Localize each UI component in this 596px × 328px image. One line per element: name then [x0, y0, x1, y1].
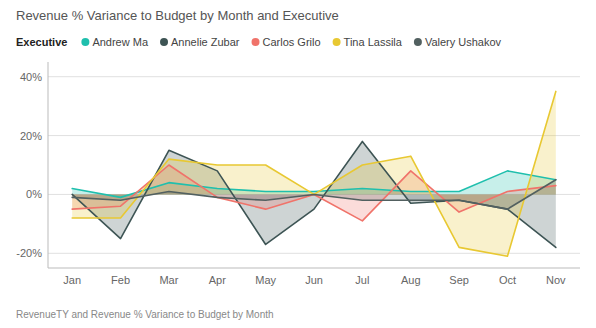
x-tick-label: Aug	[401, 274, 421, 286]
plot-area	[72, 91, 556, 256]
x-tick-label: Apr	[209, 274, 226, 286]
legend-marker	[160, 38, 168, 46]
x-tick-label: Oct	[499, 274, 516, 286]
x-tick-label: Jul	[355, 274, 369, 286]
legend-marker	[414, 38, 422, 46]
x-tick-label: Mar	[159, 274, 178, 286]
y-tick-label: -20%	[16, 247, 42, 259]
x-tick-label: Nov	[546, 274, 566, 286]
legend-marker	[81, 38, 89, 46]
legend-marker	[252, 38, 260, 46]
legend-entry: Valery Ushakov	[425, 36, 502, 48]
y-axis-line	[48, 62, 49, 268]
x-tick-label: Feb	[111, 274, 130, 286]
x-tick-label: May	[255, 274, 276, 286]
chart: Revenue % Variance to Budget by Month an…	[0, 0, 596, 328]
grid-line	[48, 76, 580, 77]
title: Revenue % Variance to Budget by Month an…	[16, 8, 339, 23]
x-tick-label: Sep	[449, 274, 469, 286]
subtitle: RevenueTY and Revenue % Variance to Budg…	[16, 309, 274, 320]
area	[72, 91, 556, 256]
line	[72, 180, 556, 209]
x-tick-label: Jun	[305, 274, 323, 286]
legend-marker	[333, 38, 341, 46]
line	[72, 91, 556, 256]
legend-entry: Annelie Zubar	[171, 36, 240, 48]
legend-entry: Carlos Grilo	[263, 36, 321, 48]
grid-line	[48, 135, 580, 136]
legend-entry: Tina Lassila	[344, 36, 403, 48]
legend-entry: Andrew Ma	[92, 36, 149, 48]
x-tick-label: Jan	[63, 274, 81, 286]
y-tick-label: 40%	[20, 71, 42, 83]
line	[72, 141, 556, 247]
y-tick-label: 20%	[20, 130, 42, 142]
legend-title: Executive	[16, 36, 67, 48]
line	[72, 165, 556, 221]
x-axis-line	[48, 268, 580, 269]
y-tick-label: 0%	[26, 188, 42, 200]
